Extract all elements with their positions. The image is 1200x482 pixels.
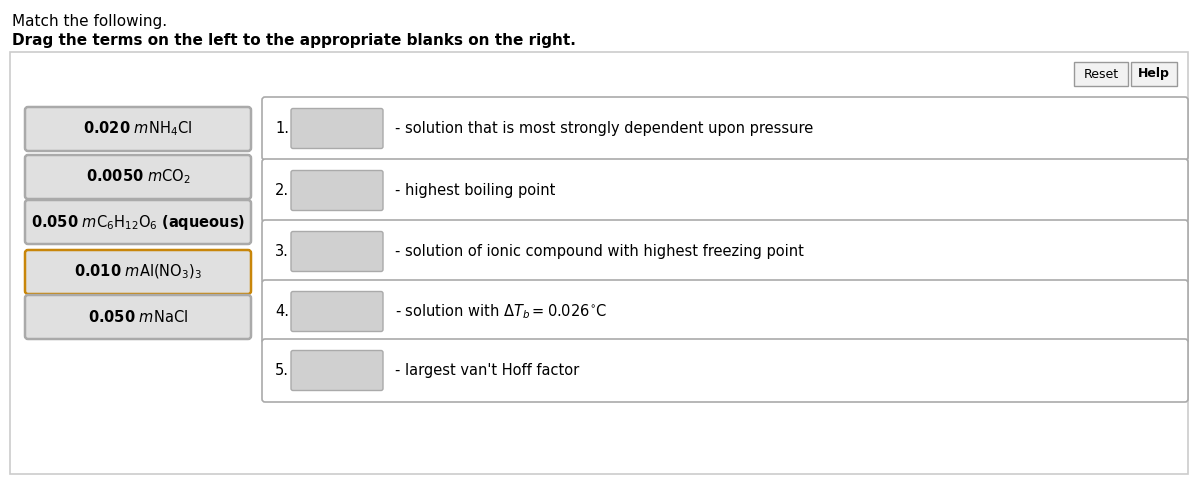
Text: 4.: 4. bbox=[275, 304, 289, 319]
Text: Drag the terms on the left to the appropriate blanks on the right.: Drag the terms on the left to the approp… bbox=[12, 33, 576, 48]
FancyBboxPatch shape bbox=[1074, 62, 1128, 86]
Text: 2.: 2. bbox=[275, 183, 289, 198]
Text: - solution with $\Delta T_b = 0.026^{\circ}\mathrm{C}$: - solution with $\Delta T_b = 0.026^{\ci… bbox=[395, 302, 607, 321]
FancyBboxPatch shape bbox=[262, 280, 1188, 343]
Text: $\mathbf{0.020}$ $m\mathrm{NH_4Cl}$: $\mathbf{0.020}$ $m\mathrm{NH_4Cl}$ bbox=[84, 120, 192, 138]
FancyBboxPatch shape bbox=[25, 155, 251, 199]
Text: $\mathbf{0.0050}$ $m\mathrm{CO_2}$: $\mathbf{0.0050}$ $m\mathrm{CO_2}$ bbox=[85, 168, 191, 187]
FancyBboxPatch shape bbox=[10, 52, 1188, 474]
Text: - largest van't Hoff factor: - largest van't Hoff factor bbox=[395, 363, 580, 378]
FancyBboxPatch shape bbox=[262, 339, 1188, 402]
FancyBboxPatch shape bbox=[292, 350, 383, 390]
Text: 5.: 5. bbox=[275, 363, 289, 378]
Text: $\mathbf{0.050}$ $m\mathrm{C_6H_{12}O_6}$ $\mathbf{(aqueous)}$: $\mathbf{0.050}$ $m\mathrm{C_6H_{12}O_6}… bbox=[31, 213, 245, 231]
Text: 1.: 1. bbox=[275, 121, 289, 136]
Text: - solution of ionic compound with highest freezing point: - solution of ionic compound with highes… bbox=[395, 244, 804, 259]
FancyBboxPatch shape bbox=[25, 250, 251, 294]
FancyBboxPatch shape bbox=[262, 97, 1188, 160]
FancyBboxPatch shape bbox=[25, 200, 251, 244]
FancyBboxPatch shape bbox=[1132, 62, 1177, 86]
Text: $\mathbf{0.050}$ $m\mathrm{NaCl}$: $\mathbf{0.050}$ $m\mathrm{NaCl}$ bbox=[88, 309, 188, 325]
FancyBboxPatch shape bbox=[262, 159, 1188, 222]
FancyBboxPatch shape bbox=[292, 231, 383, 271]
Text: - highest boiling point: - highest boiling point bbox=[395, 183, 556, 198]
Text: Reset: Reset bbox=[1084, 67, 1118, 80]
Text: 3.: 3. bbox=[275, 244, 289, 259]
FancyBboxPatch shape bbox=[25, 295, 251, 339]
Text: $\mathbf{0.010}$ $m\mathrm{Al(NO_3)_3}$: $\mathbf{0.010}$ $m\mathrm{Al(NO_3)_3}$ bbox=[74, 263, 202, 281]
FancyBboxPatch shape bbox=[25, 107, 251, 151]
FancyBboxPatch shape bbox=[292, 171, 383, 211]
FancyBboxPatch shape bbox=[262, 220, 1188, 283]
FancyBboxPatch shape bbox=[292, 108, 383, 148]
Text: - solution that is most strongly dependent upon pressure: - solution that is most strongly depende… bbox=[395, 121, 814, 136]
Text: Help: Help bbox=[1138, 67, 1170, 80]
Text: Match the following.: Match the following. bbox=[12, 14, 167, 29]
FancyBboxPatch shape bbox=[292, 292, 383, 332]
